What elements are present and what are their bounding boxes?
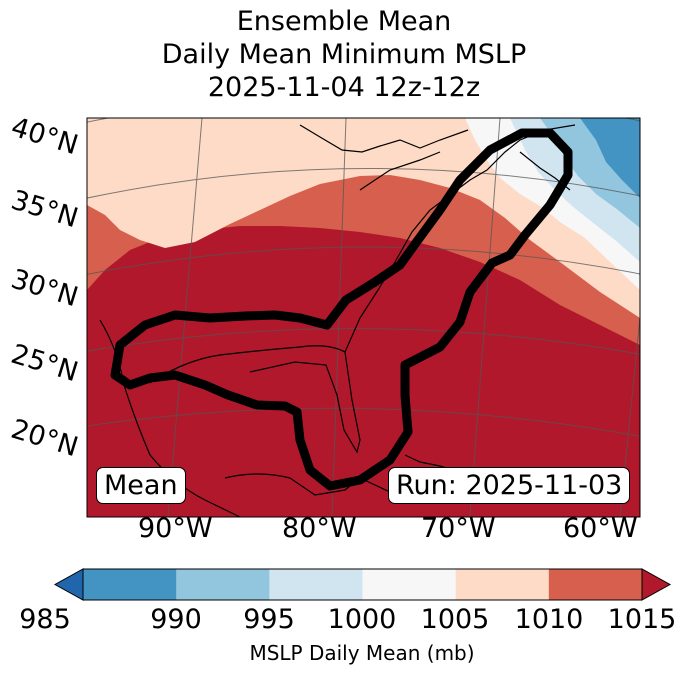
colorbar-tick: 1015: [607, 604, 677, 635]
colorbar-cell: [269, 569, 363, 600]
title-line-2: Daily Mean Minimum MSLP: [161, 39, 527, 70]
colorbar-cell: [362, 569, 457, 600]
colorbar-cell: [548, 569, 643, 600]
colorbar-tick: 1010: [514, 604, 584, 635]
map-frame: [86, 117, 641, 518]
run-date-box: Run: 2025-11-03: [388, 467, 631, 504]
pressure-field: [87, 118, 640, 517]
lon-label-80w: 80°W: [282, 513, 357, 544]
graticule: [87, 118, 640, 517]
ensemble-contour: [110, 128, 573, 491]
lon-label-70w: 70°W: [421, 513, 496, 544]
colorbar-tick: 985: [19, 604, 71, 635]
title-line-1: Ensemble Mean: [236, 6, 452, 37]
colorbar-tick: 1000: [327, 604, 397, 635]
colorbar-label: MSLP Daily Mean (mb): [249, 641, 475, 665]
colorbar-cell: [83, 569, 177, 600]
colorbar-tick: 1005: [420, 604, 490, 635]
colorbar-cell: [176, 569, 270, 600]
lon-label-90w: 90°W: [138, 513, 213, 544]
colorbar-tick: 995: [243, 604, 295, 635]
colorbar-extend-low: [53, 568, 84, 601]
field-below-985: [580, 118, 640, 198]
mean-label-box: Mean: [96, 467, 186, 504]
colorbar-cell: [455, 569, 550, 600]
title-line-3: 2025-11-04 12z-12z: [207, 72, 481, 103]
colorbar-extend-high: [641, 568, 672, 601]
colorbar-tick: 990: [150, 604, 202, 635]
lon-label-60w: 60°W: [563, 513, 638, 544]
colorbar: [53, 568, 672, 601]
